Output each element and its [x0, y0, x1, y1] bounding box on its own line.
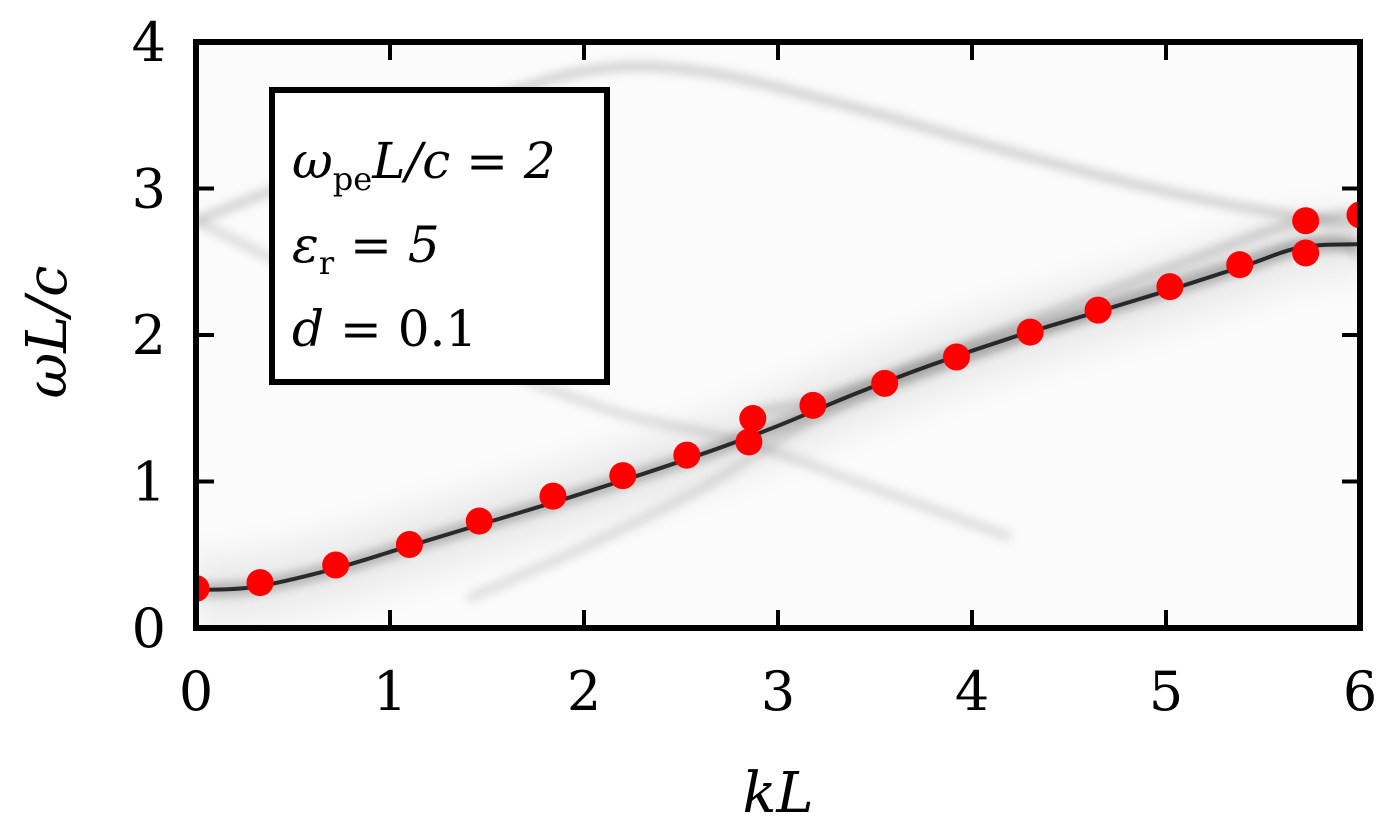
data-point: [1346, 201, 1360, 229]
data-point: [1292, 239, 1320, 267]
data-point: [871, 369, 899, 397]
x-tick-label: 2: [567, 660, 601, 723]
data-point: [1292, 207, 1320, 235]
x-tick-label: 4: [955, 660, 989, 723]
annotation-line: εr = 5: [292, 216, 440, 282]
x-tick-label: 5: [1149, 660, 1183, 723]
data-point: [1156, 273, 1184, 301]
data-points: [196, 201, 1360, 602]
x-tick-labels: 0 1 2 3 4 5 6: [179, 660, 1377, 723]
data-point: [322, 551, 350, 579]
x-tick-label: 0: [179, 660, 213, 723]
y-tick-label: 4: [132, 11, 166, 74]
data-point: [465, 507, 493, 535]
x-tick-label: 1: [373, 660, 407, 723]
annotation-line: d = 0.1: [292, 300, 477, 358]
annotation-lines: ωpeL/c = 2 εr = 5 d = 0.1: [292, 132, 556, 358]
data-point: [395, 530, 423, 558]
data-point: [196, 574, 210, 602]
upper-band: [752, 208, 1360, 416]
annotation-line: ωpeL/c = 2: [292, 132, 556, 198]
y-tick-labels: 0 1 2 3 4: [132, 11, 166, 660]
data-point: [1084, 296, 1112, 324]
x-tick-label: 6: [1343, 660, 1377, 723]
data-point: [609, 462, 637, 490]
x-axis-label: kL: [742, 761, 813, 826]
plot-frame: [193, 39, 1363, 631]
y-axis-label: ωL/c: [15, 265, 80, 398]
data-point: [673, 441, 701, 469]
data-point: [739, 405, 767, 433]
y-tick-label: 3: [132, 158, 166, 221]
data-point: [539, 482, 567, 510]
y-tick-label: 1: [132, 451, 166, 514]
data-point: [246, 569, 274, 597]
data-point: [799, 391, 827, 419]
annotation-frame: [269, 87, 610, 385]
data-point: [1016, 318, 1044, 346]
data-point: [942, 343, 970, 371]
x-tick-label: 3: [761, 660, 795, 723]
y-tick-label: 2: [132, 304, 166, 367]
y-tick-label: 0: [132, 597, 166, 660]
data-point: [735, 428, 763, 456]
data-point: [1226, 251, 1254, 279]
annotation-box: ωpeL/c = 2 εr = 5 d = 0.1: [269, 87, 610, 385]
